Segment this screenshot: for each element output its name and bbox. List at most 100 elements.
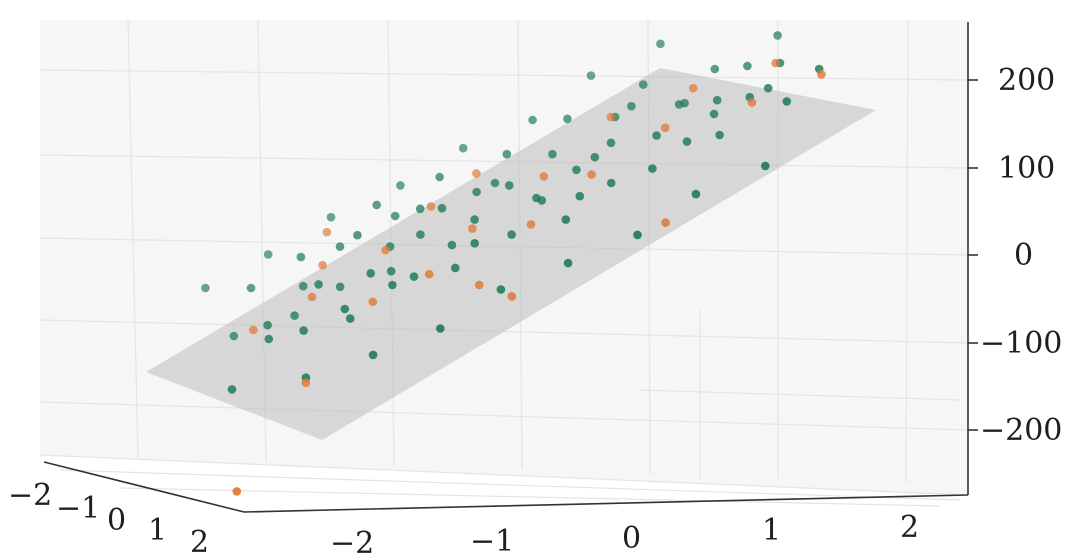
y-tick-label: 0	[107, 503, 126, 538]
data-point	[782, 97, 792, 106]
data-point	[490, 178, 500, 188]
data-points	[201, 31, 826, 496]
data-point	[674, 100, 684, 109]
data-point	[771, 58, 780, 68]
x-tick-label: −1	[470, 524, 514, 558]
data-point	[437, 203, 447, 213]
data-point	[335, 282, 345, 292]
data-point	[743, 61, 752, 71]
data-point	[368, 350, 378, 360]
data-point	[345, 314, 355, 323]
data-point	[496, 285, 506, 294]
data-point	[688, 83, 698, 93]
x-axis-line	[243, 494, 969, 513]
data-point	[368, 297, 378, 307]
y-tick-label: 2	[190, 525, 209, 558]
data-point	[227, 385, 237, 394]
data-point	[763, 83, 773, 93]
data-point	[575, 191, 585, 201]
data-point	[201, 283, 210, 293]
data-point	[447, 240, 457, 250]
data-point	[298, 281, 308, 291]
data-point	[526, 220, 536, 229]
data-point	[322, 227, 332, 237]
data-point	[314, 280, 323, 289]
data-point	[386, 266, 396, 276]
data-point	[415, 204, 425, 214]
data-point	[539, 172, 549, 181]
data-point	[633, 230, 642, 240]
data-point	[627, 101, 636, 111]
data-point	[528, 115, 537, 125]
data-point	[290, 311, 299, 320]
data-point	[340, 304, 350, 314]
data-point	[301, 378, 311, 388]
data-point	[532, 193, 541, 203]
data-point	[458, 143, 468, 153]
y-tick-label: 1	[148, 513, 167, 548]
data-point	[424, 269, 434, 279]
data-point	[474, 280, 484, 290]
regression-plane	[146, 68, 876, 440]
x-ticks: −2 −1 0 1 2	[330, 510, 919, 558]
data-point	[747, 98, 757, 107]
data-point	[416, 230, 425, 239]
data-point	[587, 170, 596, 179]
data-point	[264, 334, 274, 344]
data-point	[712, 95, 722, 105]
x-tick-label: −2	[330, 526, 374, 558]
data-point	[507, 230, 516, 239]
data-point	[296, 252, 306, 262]
data-point	[318, 260, 327, 270]
data-point	[246, 283, 256, 293]
data-point	[656, 39, 665, 49]
data-point	[563, 258, 573, 268]
data-point	[470, 239, 480, 248]
data-point	[563, 114, 572, 124]
data-point	[606, 178, 616, 188]
data-point	[263, 250, 273, 259]
data-point	[229, 331, 239, 341]
data-point	[249, 325, 258, 335]
data-point	[507, 292, 517, 301]
z-ticks: 200 100 0 −100 −200	[968, 63, 1062, 448]
data-point	[504, 181, 514, 190]
data-point	[435, 172, 444, 182]
data-point	[326, 212, 336, 222]
data-point	[335, 242, 345, 251]
z-tick-label: −200	[980, 413, 1062, 448]
data-point	[709, 109, 719, 119]
data-point	[472, 187, 481, 197]
data-point	[396, 181, 405, 190]
data-point	[353, 230, 362, 240]
y-tick-label: −1	[56, 491, 100, 526]
data-point	[682, 137, 692, 146]
data-point	[661, 218, 670, 227]
data-point	[638, 80, 648, 89]
data-point	[773, 31, 782, 40]
data-point	[652, 131, 661, 140]
data-point	[366, 269, 376, 278]
z-tick-label: 100	[998, 151, 1055, 186]
data-point	[232, 487, 242, 496]
data-point	[660, 123, 670, 133]
data-point	[263, 320, 272, 330]
data-point	[648, 164, 657, 173]
data-point	[502, 149, 512, 159]
data-point	[470, 215, 479, 224]
data-point	[761, 161, 770, 171]
data-point	[586, 71, 596, 80]
data-point	[451, 263, 460, 273]
data-point	[426, 202, 436, 211]
x-tick-label: 1	[762, 513, 781, 548]
data-point	[606, 112, 616, 122]
data-point	[715, 130, 724, 140]
data-point	[390, 211, 400, 221]
data-point	[409, 272, 419, 281]
y-tick-label: −2	[8, 478, 52, 513]
data-point	[817, 70, 826, 79]
data-point	[561, 215, 571, 224]
data-point	[472, 169, 481, 178]
data-point	[606, 138, 616, 148]
